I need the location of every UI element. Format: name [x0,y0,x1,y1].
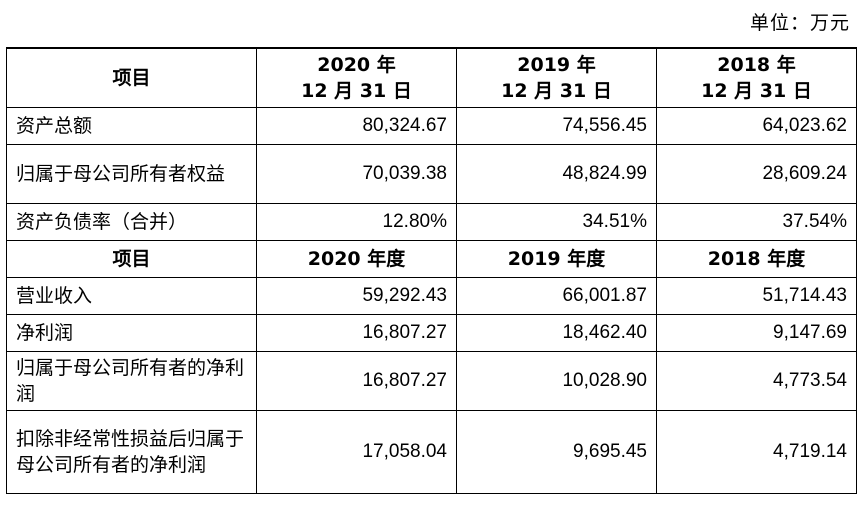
table-row-net-profit: 净利润 16,807.27 18,462.40 9,147.69 [6,314,857,352]
value-2019: 34.51% [456,203,657,241]
table-row-total-assets: 资产总额 80,324.67 74,556.45 64,023.62 [6,107,857,145]
value-2018: 4,719.14 [656,410,857,494]
balance-year-2019: 2019 年 12 月 31 日 [501,54,612,102]
value-2018: 28,609.24 [656,144,857,204]
value-2019: 74,556.45 [456,107,657,145]
balance-year-header-2020: 2020 年 12 月 31 日 [256,47,457,108]
balance-item-header: 项目 [6,47,257,108]
balance-year-2020: 2020 年 12 月 31 日 [301,54,412,102]
unit-label: 单位：万元 [749,12,850,34]
value-2019: 10,028.90 [456,351,657,411]
balance-year-header-2018: 2018 年 12 月 31 日 [656,47,857,108]
value-2020: 59,292.43 [256,277,457,315]
value-2020: 16,807.27 [256,314,457,352]
row-label: 归属于母公司所有者的净利润 [6,351,257,411]
row-label: 营业收入 [6,277,257,315]
financial-table: 项目 2020 年 12 月 31 日 2019 年 12 月 31 日 201… [6,47,857,494]
value-2019: 66,001.87 [456,277,657,315]
value-2020: 16,807.27 [256,351,457,411]
row-label: 资产总额 [6,107,257,145]
value-2018: 37.54% [656,203,857,241]
balance-year-header-2019: 2019 年 12 月 31 日 [456,47,657,108]
balance-header-row: 项目 2020 年 12 月 31 日 2019 年 12 月 31 日 201… [6,47,857,108]
value-2020: 17,058.04 [256,410,457,494]
row-label: 资产负债率（合并） [6,203,257,241]
value-2018: 51,714.43 [656,277,857,315]
value-2020: 70,039.38 [256,144,457,204]
table-row-parent-equity: 归属于母公司所有者权益 70,039.38 48,824.99 28,609.2… [6,144,857,204]
income-item-header: 项目 [6,240,257,278]
value-2018: 9,147.69 [656,314,857,352]
income-header-row: 项目 2020 年度 2019 年度 2018 年度 [6,240,857,278]
value-2019: 18,462.40 [456,314,657,352]
value-2020: 12.80% [256,203,457,241]
value-2019: 9,695.45 [456,410,657,494]
income-year-2019: 2019 年度 [456,240,657,278]
row-label: 扣除非经常性损益后归属于母公司所有者的净利润 [6,410,257,494]
value-2018: 4,773.54 [656,351,857,411]
income-year-2020: 2020 年度 [256,240,457,278]
income-year-2018: 2018 年度 [656,240,857,278]
table-row-revenue: 营业收入 59,292.43 66,001.87 51,714.43 [6,277,857,315]
table-row-parent-net-profit: 归属于母公司所有者的净利润 16,807.27 10,028.90 4,773.… [6,351,857,411]
row-label: 净利润 [6,314,257,352]
balance-year-2018: 2018 年 12 月 31 日 [701,54,812,102]
value-2020: 80,324.67 [256,107,457,145]
row-label: 归属于母公司所有者权益 [6,144,257,204]
table-row-adjusted-net-profit: 扣除非经常性损益后归属于母公司所有者的净利润 17,058.04 9,695.4… [6,410,857,494]
value-2018: 64,023.62 [656,107,857,145]
value-2019: 48,824.99 [456,144,657,204]
table-row-debt-ratio: 资产负债率（合并） 12.80% 34.51% 37.54% [6,203,857,241]
